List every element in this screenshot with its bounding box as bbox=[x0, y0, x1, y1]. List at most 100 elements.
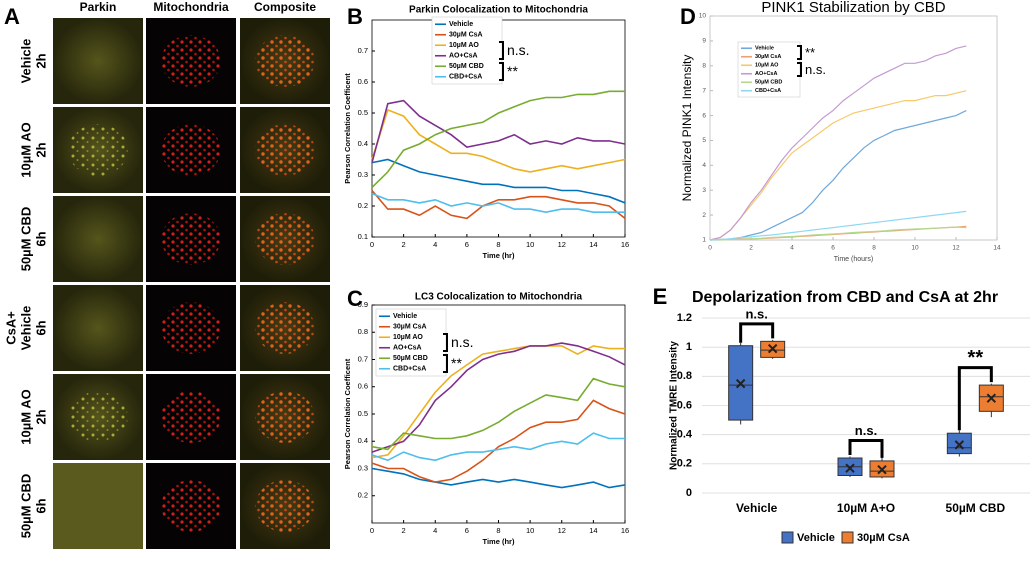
legend-label: 50µM CBD bbox=[755, 80, 782, 86]
y-tick-label: 0.1 bbox=[358, 232, 368, 241]
significance-label: n.s. bbox=[745, 306, 767, 321]
row-label: 10µM AO bbox=[18, 389, 33, 444]
y-tick-label: 7 bbox=[702, 87, 706, 94]
y-axis-label: Pearson Correlation Coefficent bbox=[343, 73, 352, 184]
column-header: Mitochondria bbox=[153, 0, 229, 14]
box bbox=[946, 432, 972, 455]
x-tick-label: 2 bbox=[402, 526, 406, 535]
series-line bbox=[371, 108, 626, 173]
micrograph-signal bbox=[255, 480, 315, 532]
panel-letter: D bbox=[680, 4, 696, 29]
y-tick-label: 0.2 bbox=[358, 201, 368, 210]
x-tick-label: 12 bbox=[558, 240, 566, 249]
micrograph-signal bbox=[161, 35, 221, 87]
y-tick-label: 4 bbox=[702, 162, 706, 169]
micrograph bbox=[53, 18, 143, 104]
chart-title: LC3 Colocalization to Mitochondria bbox=[415, 292, 583, 303]
y-tick-label: 0.6 bbox=[358, 382, 368, 391]
micrograph-signal bbox=[68, 124, 128, 176]
mean-marker bbox=[954, 440, 965, 450]
x-tick-label: 6 bbox=[465, 526, 469, 535]
y-tick-label: 0.4 bbox=[358, 436, 368, 445]
micrograph-signal bbox=[255, 124, 315, 176]
y-tick-label: 6 bbox=[702, 112, 706, 119]
legend-label: 30µM CsA bbox=[449, 32, 483, 39]
y-tick-label: 1 bbox=[702, 237, 706, 244]
row-label: 6h bbox=[33, 498, 48, 513]
significance-bracket bbox=[443, 354, 448, 373]
series-line bbox=[371, 345, 625, 459]
y-tick-label: 0.2 bbox=[677, 458, 692, 470]
significance-label: n.s. bbox=[507, 42, 530, 58]
y-tick-label: 1.2 bbox=[677, 312, 692, 324]
legend-box bbox=[737, 41, 801, 98]
y-tick-label: 0.4 bbox=[358, 139, 368, 148]
x-tick-label: 10 bbox=[526, 526, 534, 535]
mean-marker bbox=[767, 343, 778, 354]
legend-label: Vehicle bbox=[755, 46, 774, 52]
x-tick-label: 16 bbox=[621, 526, 629, 535]
row-label: CsA+ bbox=[3, 311, 18, 345]
x-tick-label: 10µM A+O bbox=[837, 501, 895, 515]
legend-label: 50µM CBD bbox=[393, 355, 428, 362]
row-label: 50µM CBD bbox=[18, 207, 33, 272]
micrograph-signal bbox=[161, 302, 221, 354]
x-axis-label: Time (hr) bbox=[483, 251, 515, 260]
chart-title: Parkin Colocalization to Mitochondria bbox=[409, 5, 588, 16]
legend-label: CBD+CsA bbox=[393, 366, 426, 373]
x-tick-label: 2 bbox=[402, 240, 406, 249]
y-tick-label: 0.8 bbox=[358, 327, 368, 336]
significance-label: ** bbox=[805, 45, 815, 60]
micrograph-signal bbox=[68, 391, 128, 443]
x-tick-label: Vehicle bbox=[736, 501, 778, 515]
y-tick-label: 0.3 bbox=[358, 170, 368, 179]
legend-label: CBD+CsA bbox=[755, 88, 781, 94]
x-tick-label: 0 bbox=[370, 240, 374, 249]
column-header: Composite bbox=[254, 0, 316, 14]
micrograph-signal bbox=[161, 480, 221, 532]
y-tick-label: 0.2 bbox=[358, 491, 368, 500]
y-tick-label: 10 bbox=[699, 13, 707, 20]
micrograph-signal bbox=[255, 302, 315, 354]
row-label: Vehicle bbox=[18, 39, 33, 84]
row-label: 2h bbox=[33, 53, 48, 68]
x-tick-label: 4 bbox=[433, 526, 437, 535]
legend-label: 30µM CsA bbox=[393, 324, 427, 331]
y-axis-label: Normalized PINK1 Intensity bbox=[680, 55, 694, 202]
micrograph bbox=[53, 285, 143, 371]
x-axis-label: Time (hours) bbox=[834, 256, 873, 263]
significance-label: n.s. bbox=[805, 62, 826, 77]
y-tick-label: 0.6 bbox=[677, 399, 692, 411]
x-tick-label: 14 bbox=[589, 240, 597, 249]
y-tick-label: 9 bbox=[702, 38, 706, 45]
legend-label: 30µM CsA bbox=[755, 54, 781, 60]
panel-letter: E bbox=[653, 284, 668, 309]
micrograph bbox=[53, 463, 143, 549]
y-tick-label: 0.4 bbox=[677, 429, 693, 441]
significance-bracket bbox=[499, 62, 504, 81]
mean-marker bbox=[735, 378, 746, 389]
series-line bbox=[709, 210, 967, 241]
y-tick-label: 0.5 bbox=[358, 409, 368, 418]
micrograph-signal bbox=[161, 213, 221, 265]
legend-label: 10µM AO bbox=[755, 63, 779, 69]
x-tick-label: 4 bbox=[433, 240, 437, 249]
panel-letter: A bbox=[4, 4, 20, 29]
series-line bbox=[710, 226, 967, 241]
row-label: 2h bbox=[33, 409, 48, 424]
legend-label: 30µM CsA bbox=[857, 532, 910, 544]
x-tick-label: 0 bbox=[370, 526, 374, 535]
significance-label: ** bbox=[451, 355, 462, 371]
legend-swatch bbox=[841, 531, 854, 544]
series-line bbox=[371, 158, 626, 204]
micrograph-signal bbox=[255, 35, 315, 87]
row-label: 10µM AO bbox=[18, 122, 33, 177]
x-tick-label: 14 bbox=[589, 526, 597, 535]
series-line bbox=[371, 192, 625, 214]
significance-bracket bbox=[499, 41, 504, 60]
series-line bbox=[371, 90, 625, 188]
mean-marker bbox=[845, 463, 855, 473]
x-tick-label: 10 bbox=[911, 245, 919, 252]
series-line bbox=[371, 189, 626, 220]
panel-letter: C bbox=[347, 286, 363, 311]
